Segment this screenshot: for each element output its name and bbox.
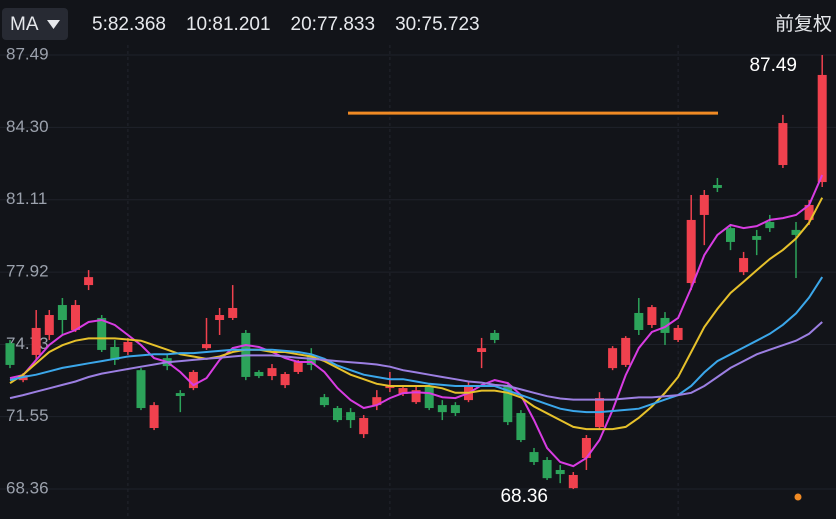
candle-body [726, 228, 735, 242]
legend: 5:82.368 10:81.201 20:77.833 30:75.723 [92, 14, 480, 35]
legend-separator: : [312, 14, 317, 35]
candle-body [804, 204, 814, 220]
y-tick-label: 68.36 [6, 479, 49, 498]
legend-separator: : [416, 14, 421, 35]
legend-value: 81.201 [212, 14, 270, 35]
candle-body [477, 348, 487, 352]
ma-line [9, 174, 824, 468]
candle-body [97, 317, 107, 350]
candle-body [359, 418, 369, 435]
legend-separator: : [103, 14, 108, 35]
candle-body [647, 307, 657, 325]
candle-body [739, 258, 749, 273]
candle-body [175, 393, 185, 397]
y-tick-label: 77.92 [6, 262, 49, 281]
candle-body [123, 342, 133, 352]
candle-body [516, 413, 526, 441]
candle-body [228, 307, 238, 318]
y-tick-label: 84.30 [6, 117, 49, 136]
status-dot [794, 493, 802, 501]
candle-body [346, 412, 356, 421]
legend-name: 20 [291, 14, 312, 35]
candle-body [765, 221, 775, 229]
candle-body [84, 277, 94, 286]
candle-body [333, 408, 342, 421]
candle-body [673, 327, 683, 340]
candle-body [437, 405, 447, 413]
indicator-button[interactable] [2, 8, 68, 40]
candle-body [267, 368, 277, 377]
indicator-label[interactable]: MA [10, 14, 39, 35]
candle-body [621, 337, 631, 365]
candle-body [608, 348, 618, 369]
candle-body [542, 460, 552, 479]
legend-value: 77.833 [317, 14, 375, 35]
candle-body [568, 474, 578, 489]
candle-body [44, 315, 54, 335]
candle-body [202, 344, 211, 349]
candle-body [778, 123, 788, 166]
candle-body [529, 452, 539, 463]
candle-body [149, 405, 159, 429]
candle-body [712, 184, 722, 188]
y-tick-label: 87.49 [6, 44, 49, 63]
legend-name: 10 [186, 14, 207, 35]
x-tick-label: 2024-03 [97, 515, 159, 519]
candle-body [71, 305, 80, 330]
candle-body [188, 371, 198, 389]
x-tick-label: 2024-05 [647, 515, 709, 519]
candle-body [581, 437, 591, 458]
low-marker-label: 68.36 [500, 486, 548, 507]
x-tick-label: 2024-04 [359, 515, 421, 519]
candle-body [424, 386, 434, 409]
candle-body [503, 385, 513, 423]
y-tick-label: 81.11 [6, 189, 47, 208]
candle-body [136, 370, 146, 409]
candle-body [450, 405, 460, 414]
candle-body [817, 74, 827, 183]
candle-body [660, 317, 670, 333]
candle-body [555, 469, 565, 475]
legend-separator: : [207, 14, 212, 35]
candle-body [686, 219, 696, 284]
candle-body [411, 390, 421, 403]
adjustment-toggle[interactable]: 前复权 [775, 13, 832, 35]
dropdown-arrow[interactable] [47, 20, 60, 29]
candle-body [791, 229, 801, 235]
candle-body [372, 397, 382, 406]
candle-body [5, 343, 15, 365]
ma-line [9, 197, 824, 431]
legend-value: 75.723 [422, 14, 480, 35]
y-tick-label: 71.55 [6, 406, 49, 425]
candle-body [319, 397, 329, 406]
ma-line [9, 276, 824, 414]
candle-body [57, 305, 67, 321]
high-marker-label: 87.49 [749, 55, 797, 76]
ma-line [9, 321, 823, 401]
candle-body [215, 315, 225, 321]
candle-body [110, 347, 120, 360]
candle-body [306, 354, 316, 365]
candle-body [293, 361, 303, 372]
candle-body [31, 327, 41, 355]
legend-name: 5 [92, 14, 103, 35]
plot-layer [5, 54, 827, 490]
candle-body [634, 312, 644, 330]
legend-value: 82.368 [108, 14, 166, 35]
overlay-layer: 87.49 68.36 [348, 55, 797, 507]
legend-name: 30 [395, 14, 416, 35]
candle-body [490, 332, 500, 340]
candle-body [280, 374, 290, 386]
candle-body [752, 236, 762, 240]
candle-body [699, 194, 709, 215]
candle-body [254, 371, 264, 377]
candle-body [398, 388, 408, 394]
